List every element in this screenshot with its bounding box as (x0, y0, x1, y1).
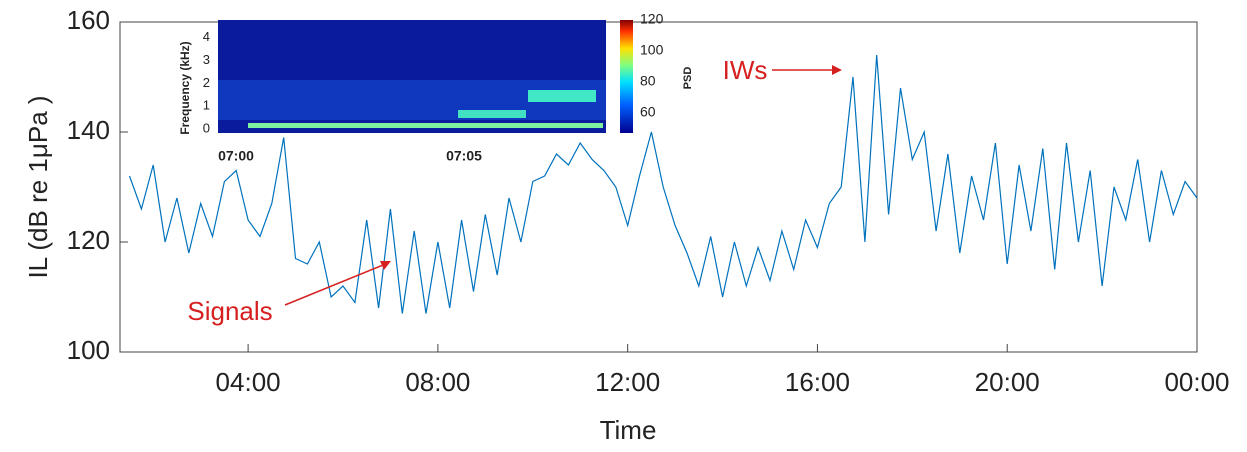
inset-y-tick: 4 (203, 29, 210, 44)
inset-x-tick: 07:00 (218, 148, 254, 164)
inset-x-tick: 07:05 (446, 148, 482, 164)
colorbar (620, 20, 633, 133)
annotation: IWs (723, 55, 768, 85)
inset-y-tick: 3 (203, 52, 210, 67)
colorbar-tick: 100 (640, 42, 664, 58)
y-tick-label: 120 (67, 225, 110, 255)
x-tick-label: 12:00 (595, 367, 660, 397)
annotation-arrow (284, 264, 384, 306)
line (128, 54, 1198, 314)
annotation: Signals (187, 296, 272, 326)
y-tick-label: 160 (67, 5, 110, 35)
x-axis-label: Time (600, 415, 657, 445)
spectrogram-band (528, 90, 596, 102)
plot-area (119, 21, 1198, 353)
x-tick-label: 20:00 (975, 367, 1040, 397)
y-tick-label: 140 (67, 115, 110, 145)
inset-y-tick: 2 (203, 75, 210, 90)
x-tick-label: 08:00 (405, 367, 470, 397)
inset-y-label: Frequency (kHz) (178, 41, 192, 134)
axes-box (119, 21, 1198, 353)
x-tick-label: 04:00 (216, 367, 281, 397)
y-tick-label: 100 (67, 335, 110, 365)
colorbar-tick: 120 (640, 11, 664, 27)
inset-y-tick: 0 (203, 120, 210, 135)
y-axis-label: IL (dB re 1μPa ) (23, 95, 53, 278)
colorbar-label: PSD (682, 67, 694, 90)
annotation-arrowhead (832, 65, 842, 75)
inset-y-tick: 1 (203, 98, 210, 113)
spectrogram-band (248, 123, 603, 128)
annotation-arrowhead (380, 261, 391, 270)
colorbar-tick: 60 (640, 103, 656, 119)
colorbar-tick: 80 (640, 72, 656, 88)
spectrogram-band (458, 110, 526, 118)
x-tick-label: 00:00 (1164, 367, 1229, 397)
inset: Frequency (kHz) PSD 07:00 07:05 (178, 20, 694, 164)
x-tick-label: 16:00 (785, 367, 850, 397)
